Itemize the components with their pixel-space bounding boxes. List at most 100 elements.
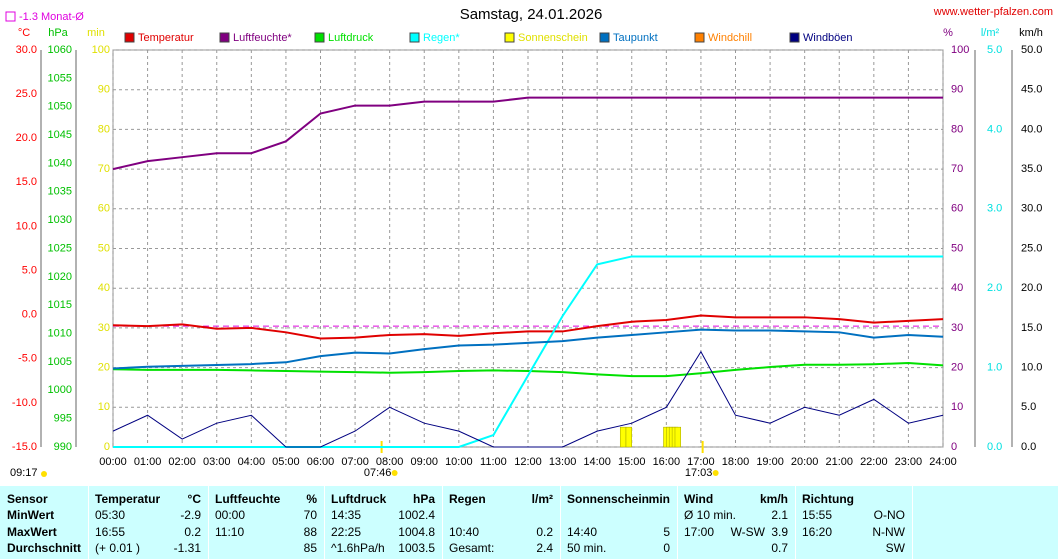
legend-label: Luftdruck <box>328 32 374 44</box>
cell-text: O-NO <box>873 508 905 522</box>
column-separator <box>88 486 89 559</box>
cell-text: 00:00 <box>215 508 246 522</box>
y-tick-label: 995 <box>54 413 72 425</box>
y-tick-label: 1000 <box>48 384 72 396</box>
current-time: 09:17 <box>10 467 38 479</box>
y-tick-label: 0.0 <box>1021 441 1036 453</box>
x-tick-label: 21:00 <box>825 456 853 468</box>
y-tick-label: 0.0 <box>987 441 1002 453</box>
sunset-label: 17:03 <box>685 467 713 479</box>
cell-text: 1003.5 <box>398 541 435 555</box>
y-tick-label: 50 <box>98 242 110 254</box>
legend-label: Sonnenschein <box>518 32 588 44</box>
cell-text: 2.4 <box>536 541 553 555</box>
y-tick-label: 20 <box>98 362 110 374</box>
y-tick-label: 10 <box>951 401 963 413</box>
legend-label: Windböen <box>803 32 853 44</box>
y-tick-label: -5.0 <box>18 353 37 365</box>
cell-text: 88 <box>303 524 317 539</box>
x-tick-label: 17:00 <box>687 456 715 468</box>
cell-text: (+ 0.01 ) <box>95 541 141 555</box>
y-tick-label: 80 <box>98 123 110 135</box>
y-tick-label: 30.0 <box>1021 203 1042 215</box>
cell-text: Richtung <box>802 492 854 506</box>
y-tick-label: 5.0 <box>1021 401 1036 413</box>
x-tick-label: 16:00 <box>653 456 681 468</box>
x-tick-label: 03:00 <box>203 456 231 468</box>
cell-text: Sensor <box>7 492 48 506</box>
y-tick-label: 1005 <box>48 356 72 368</box>
cell-text: 05:30 <box>95 508 126 522</box>
cell-text: 5 <box>663 524 670 539</box>
y-tick-label: 1050 <box>48 101 72 113</box>
cell-text: 0.2 <box>184 524 201 539</box>
column-separator <box>442 486 443 559</box>
y-tick-label: 1020 <box>48 271 72 283</box>
x-tick-label: 14:00 <box>583 456 611 468</box>
x-tick-label: 18:00 <box>722 456 750 468</box>
cell-text: 85 <box>303 541 317 555</box>
y-tick-label: 60 <box>98 203 110 215</box>
cell-text: 50 min. <box>567 541 607 555</box>
legend-label: Temperatur <box>138 32 194 44</box>
x-tick-label: 19:00 <box>756 456 784 468</box>
x-tick-label: 06:00 <box>307 456 335 468</box>
sunrise-label: 07:46 <box>364 467 392 479</box>
x-tick-label: 04:00 <box>238 456 266 468</box>
sunshine-bar <box>674 426 681 448</box>
cell-text: 1002.4 <box>398 508 435 522</box>
y-tick-label: 100 <box>951 44 969 56</box>
y-tick-label: 40 <box>98 282 110 294</box>
column-separator <box>912 486 913 559</box>
axis-unit: l/m² <box>981 27 1000 39</box>
legend-label: Taupunkt <box>613 32 658 44</box>
y-tick-label: 40.0 <box>1021 123 1042 135</box>
axis-unit: °C <box>18 27 30 39</box>
y-tick-label: 20 <box>951 362 963 374</box>
cell-text: hPa <box>412 492 435 506</box>
monthly-avg-label: -1.3 Monat-Ø <box>19 11 84 23</box>
avg-icon <box>5 11 16 22</box>
y-tick-label: 15.0 <box>16 176 37 188</box>
cell-text: Luftfeuchte <box>215 492 281 506</box>
y-tick-label: 4.0 <box>987 123 1002 135</box>
y-tick-label: 20.0 <box>16 132 37 144</box>
x-tick-label: 10:00 <box>445 456 473 468</box>
y-tick-label: 30.0 <box>16 44 37 56</box>
cell-text: ^1.6hPa/h <box>331 541 385 555</box>
series-line <box>112 350 944 448</box>
stats-table: Sensor Temperatur °C Luftfeuchte% Luftdruck h… <box>0 486 1058 559</box>
legend-swatch <box>504 32 515 43</box>
legend-label: Regen* <box>423 32 460 44</box>
x-tick-label: 05:00 <box>272 456 300 468</box>
x-tick-label: 24:00 <box>929 456 957 468</box>
y-tick-label: 5.0 <box>987 44 1002 56</box>
column-separator <box>560 486 561 559</box>
chart: Samstag, 24.01.2026 www.wetter-pfalzen.c… <box>5 6 1053 479</box>
x-tick-label: 01:00 <box>134 456 162 468</box>
cell-text: N-NW <box>872 524 905 539</box>
y-tick-label: 10.0 <box>16 220 37 232</box>
x-tick-label: 13:00 <box>549 456 577 468</box>
x-tick-label: 22:00 <box>860 456 888 468</box>
cell-text: 0.2 <box>536 524 553 539</box>
y-tick-label: 1060 <box>48 44 72 56</box>
sunshine-bar <box>625 426 632 448</box>
y-tick-label: 0 <box>951 441 957 453</box>
x-tick-label: 20:00 <box>791 456 819 468</box>
cell-text: Regen <box>449 492 486 506</box>
legend-swatch <box>314 32 325 43</box>
cell-text: min <box>648 492 670 506</box>
legend-swatch <box>789 32 800 43</box>
x-tick-label: 00:00 <box>99 456 127 468</box>
y-tick-label: 1.0 <box>987 362 1002 374</box>
cell-text: 16:20 <box>802 524 833 539</box>
cell-text: 11:10 <box>215 524 245 539</box>
cell-text: 0.7 <box>771 541 788 555</box>
axis-unit: min <box>87 27 105 39</box>
y-tick-label: 15.0 <box>1021 322 1042 334</box>
y-tick-label: 70 <box>951 163 963 175</box>
legend-label: Windchill <box>708 32 752 44</box>
cell-text: l/m² <box>531 492 553 506</box>
cell-text: Gesamt: <box>449 541 495 555</box>
